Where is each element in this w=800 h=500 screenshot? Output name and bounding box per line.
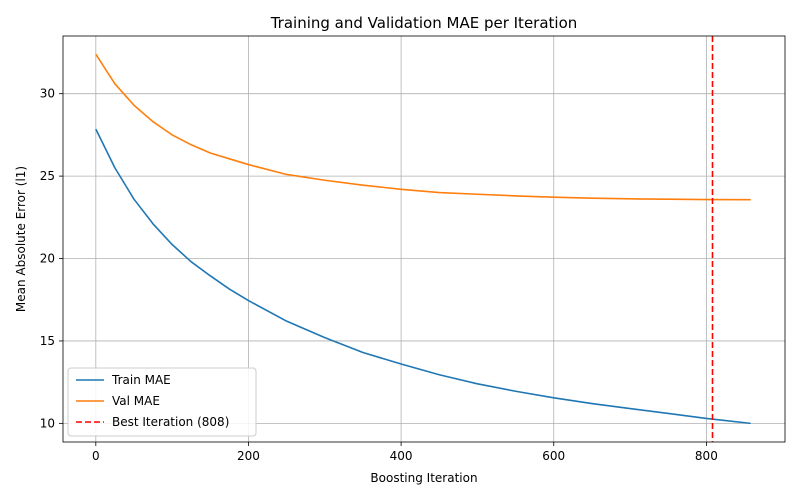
y-tick-label: 25 bbox=[40, 169, 55, 183]
chart-title: Training and Validation MAE per Iteratio… bbox=[270, 14, 578, 32]
ticks: 0 200 400 600 800 10 15 20 25 30 bbox=[40, 87, 718, 463]
y-axis-label: Mean Absolute Error (l1) bbox=[14, 166, 28, 312]
series-layer bbox=[95, 53, 751, 425]
legend: Train MAE Val MAE Best Iteration (808) bbox=[67, 367, 257, 437]
plot-frame bbox=[62, 35, 786, 443]
legend-entry-label: Best Iteration (808) bbox=[112, 415, 229, 429]
x-tick-label: 0 bbox=[92, 449, 100, 463]
legend-entry-label: Val MAE bbox=[112, 394, 160, 408]
y-tick-label: 20 bbox=[40, 252, 55, 266]
val-mae-series-line bbox=[95, 53, 751, 201]
x-axis-label: Boosting Iteration bbox=[370, 471, 477, 485]
grid bbox=[63, 36, 785, 442]
legend-box bbox=[67, 367, 257, 437]
legend-entry-label: Train MAE bbox=[111, 373, 171, 387]
y-tick-label: 30 bbox=[40, 87, 55, 101]
x-tick-label: 400 bbox=[390, 449, 413, 463]
y-tick-label: 15 bbox=[40, 334, 55, 348]
y-tick-label: 10 bbox=[40, 416, 55, 430]
x-tick-label: 200 bbox=[237, 449, 260, 463]
train-mae-series-line bbox=[95, 128, 751, 425]
x-tick-label: 800 bbox=[695, 449, 718, 463]
x-tick-label: 600 bbox=[542, 449, 565, 463]
